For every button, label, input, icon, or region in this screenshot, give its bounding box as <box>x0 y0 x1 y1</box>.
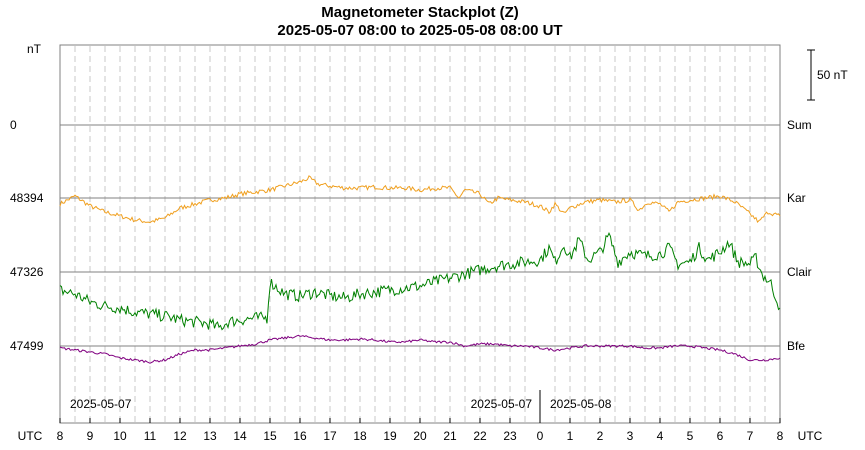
date-label-before-midnight: 2025-05-07 <box>471 397 533 411</box>
x-tick-label: 13 <box>203 429 217 443</box>
x-tick-label: 8 <box>57 429 64 443</box>
baseline-value-sum: 0 <box>10 118 17 132</box>
y-unit-label: nT <box>27 42 42 56</box>
x-tick-label: 11 <box>144 429 157 443</box>
x-tick-label: 16 <box>293 429 307 443</box>
x-tick-label: 9 <box>87 429 94 443</box>
x-tick-label: 2 <box>597 429 604 443</box>
x-tick-label: 1 <box>567 429 574 443</box>
vertical-grid <box>74 46 766 422</box>
x-tick-label: 15 <box>263 429 277 443</box>
trace-kar <box>59 175 781 224</box>
x-tick-label: 19 <box>383 429 397 443</box>
x-tick-label: 10 <box>113 429 127 443</box>
x-tick-label: 0 <box>537 429 544 443</box>
date-label-after-midnight: 2025-05-08 <box>550 397 612 411</box>
x-tick-label: 21 <box>443 429 457 443</box>
x-tick-label: 12 <box>173 429 187 443</box>
date-label-start: 2025-05-07 <box>70 397 132 411</box>
series-label-bfe: Bfe <box>787 339 805 353</box>
x-tick-label: 14 <box>233 429 247 443</box>
trace-clair <box>59 231 781 331</box>
x-tick-label: 4 <box>657 429 664 443</box>
series-label-sum: Sum <box>787 118 812 132</box>
scale-bar: 50 nT <box>807 49 848 101</box>
trace-bfe <box>59 334 781 364</box>
baseline-value-clair: 47326 <box>10 265 44 279</box>
baseline-value-kar: 48394 <box>10 191 44 205</box>
x-tick-label: 5 <box>687 429 694 443</box>
baseline-value-bfe: 47499 <box>10 339 44 353</box>
x-tick-label: 6 <box>717 429 724 443</box>
x-tick-label: 17 <box>323 429 337 443</box>
x-tick-label: 22 <box>473 429 487 443</box>
series-traces <box>59 175 781 364</box>
x-tick-label: 23 <box>503 429 517 443</box>
chart-subtitle: 2025-05-07 08:00 to 2025-05-08 08:00 UT <box>277 22 562 39</box>
series-label-kar: Kar <box>787 191 806 205</box>
x-axis-label-right: UTC <box>798 429 823 443</box>
x-tick-label: 18 <box>353 429 367 443</box>
x-tick-label: 3 <box>627 429 634 443</box>
x-tick-label: 8 <box>777 429 784 443</box>
scale-bar-label: 50 nT <box>817 68 848 82</box>
series-label-clair: Clair <box>787 265 812 279</box>
series-baselines: 0 Sum 48394 Kar 47326 Clair 47499 Bfe <box>10 118 812 353</box>
x-tick-label: 7 <box>747 429 754 443</box>
x-axis-ticks: 8 9 10 11 12 13 14 15 16 17 18 19 20 21 22 23 0 1 2 3 4 5 6 7 8 <box>57 418 784 443</box>
x-tick-label: 20 <box>413 429 427 443</box>
x-axis-label-left: UTC <box>18 429 43 443</box>
chart-title: Magnetometer Stackplot (Z) <box>321 4 519 21</box>
